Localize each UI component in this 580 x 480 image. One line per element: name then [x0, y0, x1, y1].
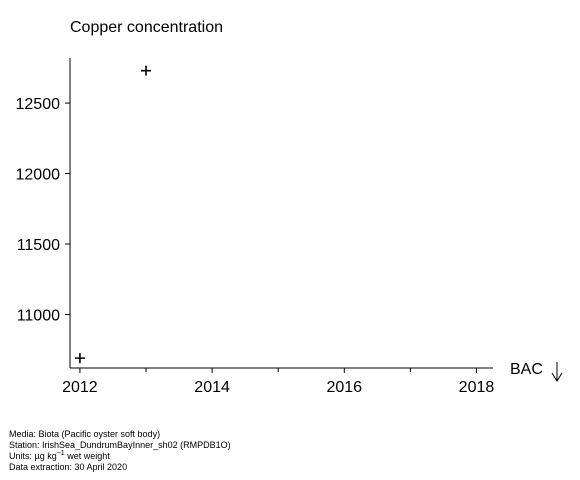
x-tick-label: 2016 [326, 379, 362, 396]
bac-arrow-down-icon [551, 362, 563, 382]
data-point [141, 65, 152, 76]
units-superscript: −1 [56, 450, 65, 457]
y-tick-label: 11000 [17, 307, 60, 324]
x-tick-label: 2018 [459, 379, 495, 396]
extraction-line: Data extraction: 30 April 2020 [9, 462, 128, 472]
y-tick-label: 12000 [16, 167, 61, 184]
units-prefix: Units: µg kg [9, 451, 57, 461]
x-tick-label: 2014 [194, 379, 230, 396]
x-tick-label: 2012 [62, 379, 98, 396]
data-point [74, 353, 85, 364]
station-line: Station: IrishSea_DundrumBayInner_sh02 (… [9, 440, 231, 450]
units-line: Units: µg kg−1 wet weight [9, 450, 231, 462]
chart-title: Copper concentration [70, 19, 223, 36]
units-suffix: wet weight [64, 451, 110, 461]
bac-label: BAC [510, 361, 543, 378]
chart-canvas: 11000 11500 12000 12500 2012 2014 2016 2018 BAC [16, 58, 563, 396]
y-tick-label: 12500 [16, 96, 61, 113]
media-line: Media: Biota (Pacific oyster soft body) [9, 429, 161, 439]
chart-footer: Media: Biota (Pacific oyster soft body) … [9, 429, 231, 473]
y-tick-label: 11500 [17, 237, 60, 254]
